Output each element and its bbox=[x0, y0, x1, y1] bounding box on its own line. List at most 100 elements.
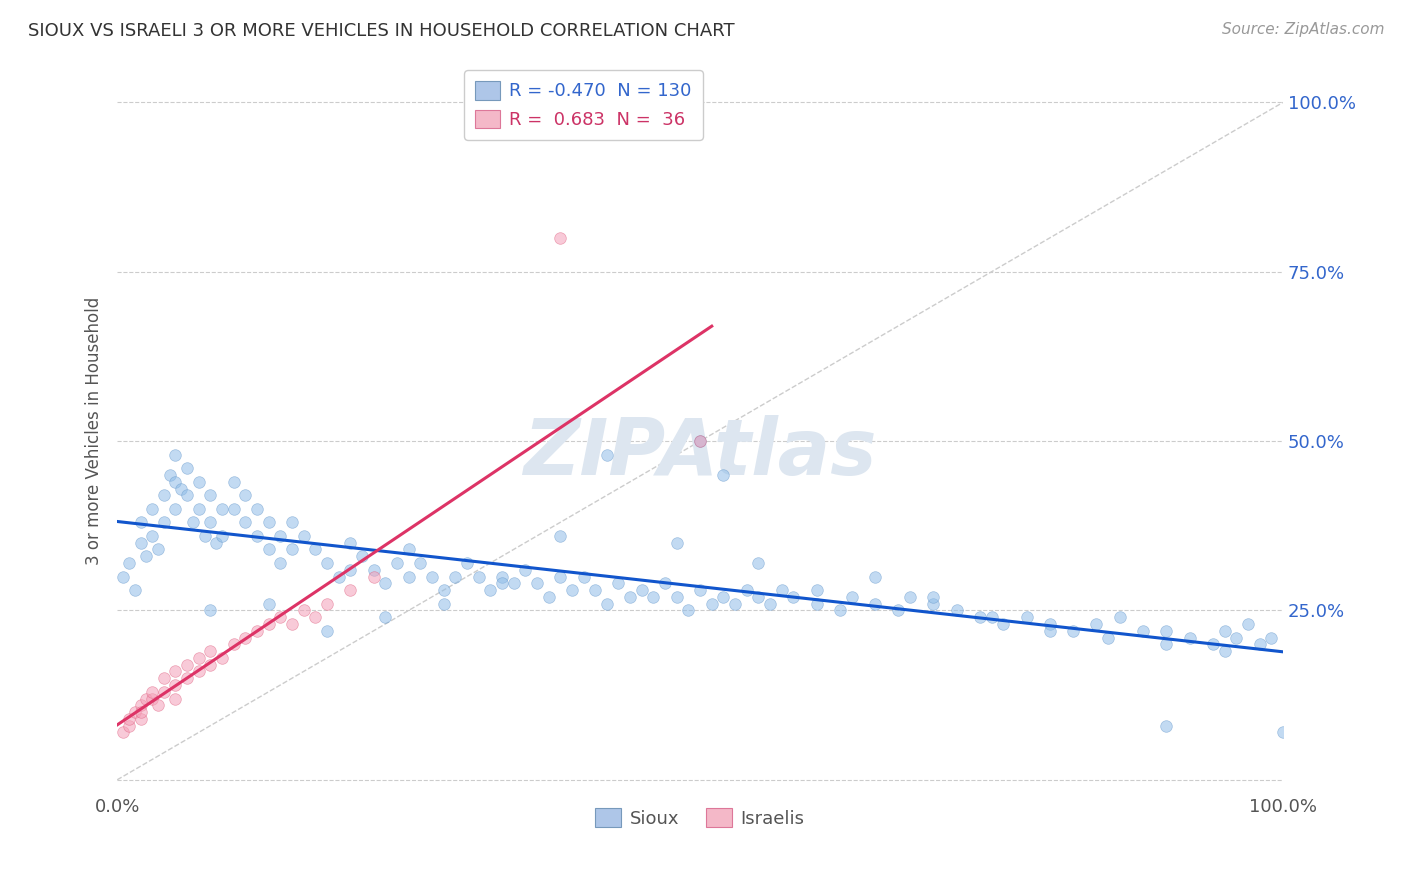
Point bbox=[316, 624, 339, 638]
Point bbox=[759, 597, 782, 611]
Point bbox=[153, 684, 176, 698]
Point bbox=[141, 529, 163, 543]
Point bbox=[1156, 637, 1178, 651]
Point bbox=[281, 542, 304, 557]
Point bbox=[304, 610, 326, 624]
Point bbox=[281, 617, 304, 632]
Point bbox=[537, 590, 560, 604]
Point bbox=[444, 569, 467, 583]
Point bbox=[200, 603, 222, 617]
Point bbox=[222, 475, 245, 489]
Point bbox=[165, 501, 187, 516]
Point bbox=[304, 542, 326, 557]
Point bbox=[374, 610, 396, 624]
Point bbox=[1097, 631, 1119, 645]
Point bbox=[118, 712, 141, 726]
Point bbox=[1260, 631, 1282, 645]
Point bbox=[1202, 637, 1225, 651]
Point bbox=[713, 590, 735, 604]
Point bbox=[176, 488, 198, 502]
Point bbox=[187, 501, 209, 516]
Point bbox=[969, 610, 991, 624]
Point bbox=[257, 516, 280, 530]
Text: SIOUX VS ISRAELI 3 OR MORE VEHICLES IN HOUSEHOLD CORRELATION CHART: SIOUX VS ISRAELI 3 OR MORE VEHICLES IN H… bbox=[28, 22, 735, 40]
Point bbox=[456, 556, 478, 570]
Point bbox=[235, 516, 257, 530]
Point bbox=[1015, 610, 1038, 624]
Point bbox=[222, 501, 245, 516]
Point bbox=[678, 603, 700, 617]
Point bbox=[176, 461, 198, 475]
Point bbox=[1272, 725, 1295, 739]
Point bbox=[689, 434, 711, 449]
Point bbox=[257, 617, 280, 632]
Point bbox=[945, 603, 967, 617]
Point bbox=[479, 583, 502, 598]
Point bbox=[548, 529, 571, 543]
Point bbox=[118, 556, 141, 570]
Point bbox=[782, 590, 804, 604]
Point bbox=[747, 556, 769, 570]
Y-axis label: 3 or more Vehicles in Household: 3 or more Vehicles in Household bbox=[86, 297, 103, 565]
Point bbox=[596, 597, 619, 611]
Point bbox=[596, 448, 619, 462]
Point bbox=[1108, 610, 1130, 624]
Point bbox=[409, 556, 432, 570]
Point bbox=[269, 556, 291, 570]
Point bbox=[1085, 617, 1108, 632]
Point bbox=[339, 535, 361, 549]
Text: Source: ZipAtlas.com: Source: ZipAtlas.com bbox=[1222, 22, 1385, 37]
Point bbox=[420, 569, 443, 583]
Point bbox=[724, 597, 747, 611]
Point bbox=[526, 576, 548, 591]
Point bbox=[700, 597, 723, 611]
Point bbox=[643, 590, 665, 604]
Point bbox=[205, 535, 228, 549]
Point bbox=[292, 529, 315, 543]
Point bbox=[200, 516, 222, 530]
Point bbox=[770, 583, 793, 598]
Point bbox=[548, 231, 571, 245]
Point bbox=[129, 535, 152, 549]
Point bbox=[129, 712, 152, 726]
Point bbox=[235, 488, 257, 502]
Point bbox=[165, 448, 187, 462]
Point bbox=[502, 576, 524, 591]
Point bbox=[398, 542, 420, 557]
Point bbox=[235, 631, 257, 645]
Point bbox=[141, 501, 163, 516]
Point bbox=[211, 501, 233, 516]
Point bbox=[363, 563, 385, 577]
Point bbox=[993, 617, 1015, 632]
Point bbox=[747, 590, 769, 604]
Point bbox=[491, 569, 513, 583]
Point bbox=[129, 516, 152, 530]
Point bbox=[1249, 637, 1271, 651]
Point bbox=[863, 597, 886, 611]
Point bbox=[328, 569, 350, 583]
Point bbox=[181, 516, 204, 530]
Point bbox=[806, 597, 828, 611]
Point bbox=[1178, 631, 1201, 645]
Point bbox=[211, 651, 233, 665]
Point bbox=[194, 529, 217, 543]
Point bbox=[863, 569, 886, 583]
Point bbox=[980, 610, 1002, 624]
Point bbox=[124, 705, 146, 719]
Point bbox=[187, 665, 209, 679]
Point bbox=[135, 549, 157, 564]
Point bbox=[433, 597, 456, 611]
Legend: Sioux, Israelis: Sioux, Israelis bbox=[588, 801, 811, 835]
Point bbox=[165, 665, 187, 679]
Point bbox=[1225, 631, 1247, 645]
Point bbox=[630, 583, 652, 598]
Point bbox=[135, 691, 157, 706]
Point bbox=[141, 691, 163, 706]
Point bbox=[350, 549, 373, 564]
Point bbox=[385, 556, 408, 570]
Point bbox=[1213, 624, 1236, 638]
Point bbox=[153, 488, 176, 502]
Point bbox=[222, 637, 245, 651]
Point bbox=[129, 705, 152, 719]
Point bbox=[515, 563, 537, 577]
